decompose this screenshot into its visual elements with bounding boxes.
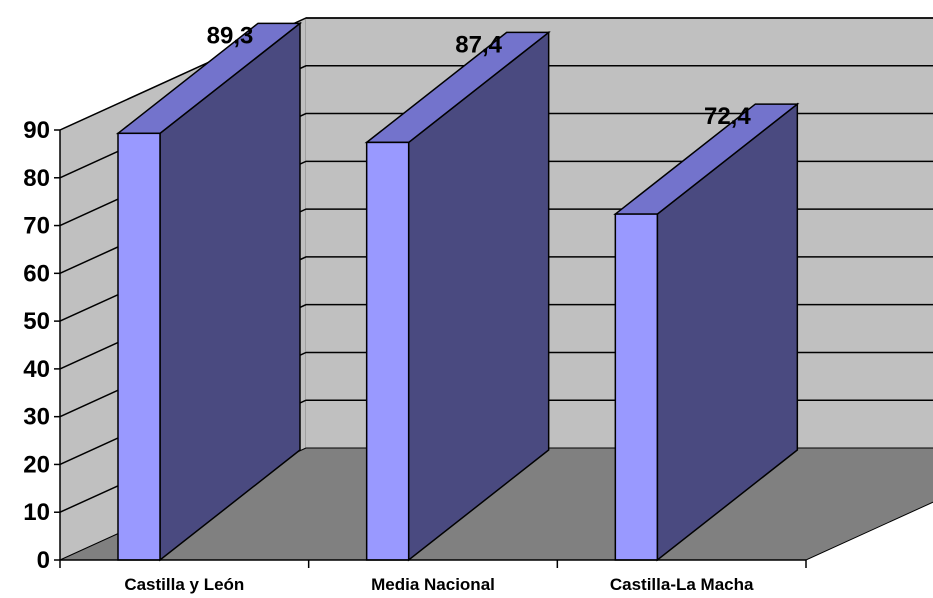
x-category-label: Media Nacional [371, 575, 495, 594]
y-tick-label: 80 [23, 165, 50, 192]
y-tick-label: 40 [23, 356, 50, 383]
y-tick-label: 30 [23, 404, 50, 431]
bar-front [614, 213, 659, 561]
y-tick-label: 20 [23, 451, 50, 478]
bar [613, 102, 800, 562]
y-axis: 0 10 20 30 40 50 60 70 80 90 [23, 117, 61, 574]
x-axis: Castilla y León Media Nacional Castilla-La… [59, 559, 807, 594]
data-label: 87,4 [455, 31, 502, 58]
bars [115, 21, 800, 562]
y-tick-label: 70 [23, 213, 50, 240]
x-category-label: Castilla-La Macha [610, 575, 754, 594]
x-category-label: Castilla y León [124, 575, 244, 594]
y-tick-label: 10 [23, 499, 50, 526]
data-label: 89,3 [207, 22, 254, 49]
y-tick-label: 60 [23, 260, 50, 287]
data-label: 72,4 [704, 103, 751, 130]
y-tick-label: 90 [23, 117, 50, 144]
y-tick-label: 0 [37, 547, 50, 574]
gridline [59, 17, 933, 131]
bar-front [117, 132, 161, 561]
bar-front [365, 141, 410, 561]
bar [364, 30, 551, 562]
y-tick-label: 50 [23, 308, 50, 335]
data-labels: 89,3 87,4 72,4 [207, 22, 752, 130]
